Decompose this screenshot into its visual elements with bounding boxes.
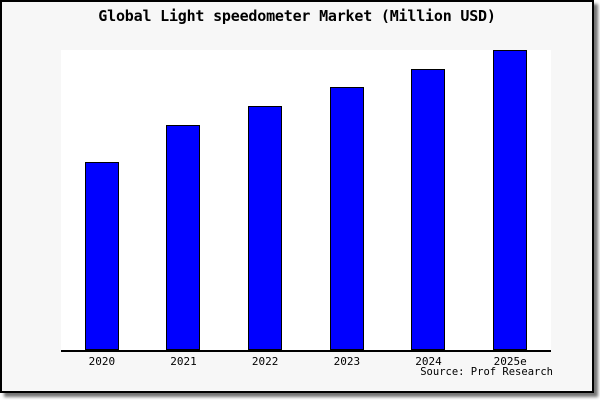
chart-title: Global Light speedometer Market (Million… [98, 7, 496, 25]
source-label: Source: Prof Research [420, 366, 553, 378]
x-tick-label-2020: 2020 [88, 355, 116, 368]
bar-2023 [329, 86, 364, 350]
bar-2021 [166, 125, 201, 350]
chart-frame: Global Light speedometer Market (Million… [0, 0, 594, 393]
x-tick-label-2023: 2023 [333, 355, 361, 368]
bar-2022 [248, 105, 283, 350]
bar-2025e [493, 50, 528, 350]
plot-area [61, 50, 551, 352]
x-tick-label-2024: 2024 [415, 355, 442, 368]
bar-2024 [411, 68, 446, 350]
x-axis-labels: 2020 2021 2022 2023 2024 2025e [61, 355, 551, 368]
bar-2020 [84, 161, 119, 350]
x-tick-label-2025e: 2025e [493, 355, 527, 368]
x-tick-label-2021: 2021 [170, 355, 197, 368]
x-tick-label-2022: 2022 [251, 355, 279, 368]
